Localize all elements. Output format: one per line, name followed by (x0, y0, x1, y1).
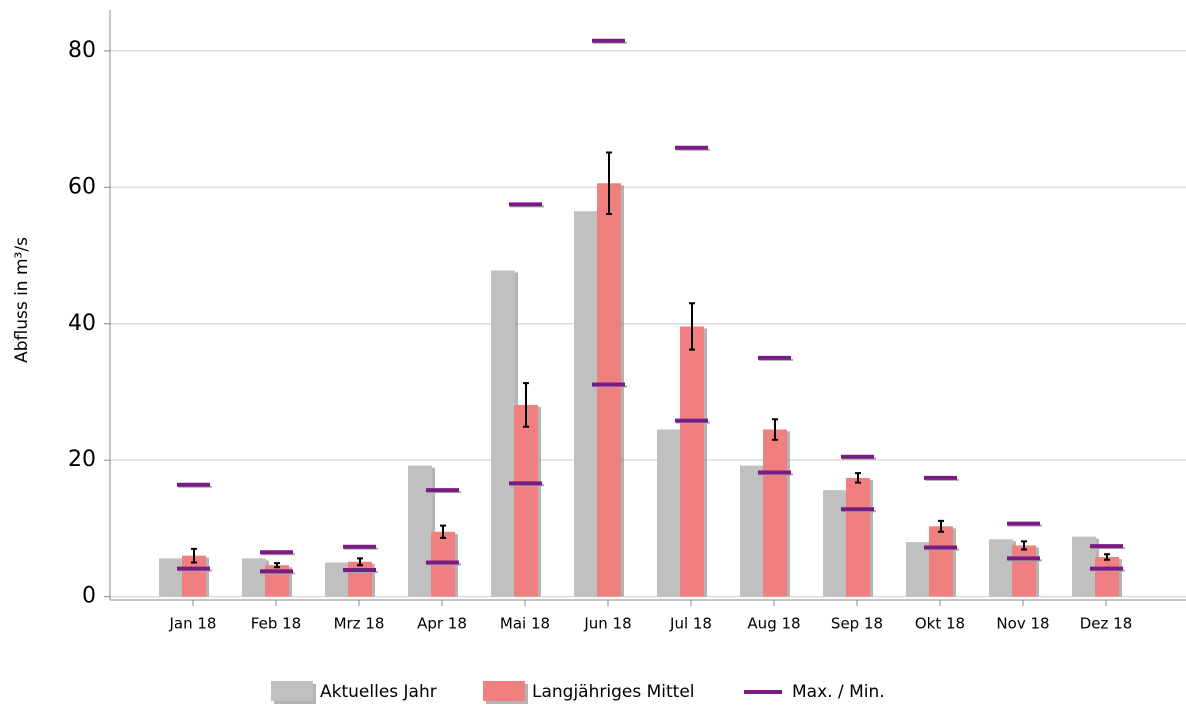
x-tick-label: Okt 18 (915, 615, 965, 633)
error-bar (606, 151, 612, 215)
bar (680, 326, 704, 597)
legend-label: Max. / Min. (792, 682, 885, 702)
error-bar (523, 382, 529, 428)
x-tick-label: Jan 18 (169, 615, 217, 633)
error-bar (938, 519, 944, 533)
bar (491, 270, 515, 597)
error-bar (855, 472, 861, 484)
x-tick-label: Feb 18 (251, 615, 301, 633)
bar (906, 542, 930, 597)
y-tick-label: 20 (68, 447, 96, 472)
bar (1012, 545, 1036, 597)
bar (763, 429, 787, 597)
y-tick-label: 40 (68, 311, 96, 336)
bar (989, 539, 1013, 597)
y-tick-label: 80 (68, 38, 96, 63)
bar (325, 562, 349, 597)
bar (929, 526, 953, 597)
y-tick-label: 60 (68, 174, 96, 199)
x-tick-label: Sep 18 (831, 615, 883, 633)
y-axis-label: Abfluss in m³/s (12, 237, 32, 363)
x-tick-label: Mai 18 (500, 615, 550, 633)
bar (846, 477, 870, 597)
bar (574, 211, 598, 597)
x-tick-label: Nov 18 (996, 615, 1049, 633)
bar (242, 558, 266, 597)
x-tick-label: Jul 18 (669, 615, 712, 633)
legend-swatch (483, 681, 525, 701)
bar (823, 490, 847, 597)
error-bar (357, 557, 363, 567)
bar (514, 404, 538, 597)
error-bar (440, 524, 446, 539)
error-bar (191, 547, 197, 564)
legend-label: Aktuelles Jahr (320, 682, 437, 702)
y-tick-label: 0 (82, 584, 96, 609)
legend-swatch (271, 681, 313, 701)
x-tick-label: Dez 18 (1080, 615, 1133, 633)
x-tick-label: Mrz 18 (334, 615, 385, 633)
error-bar (1021, 540, 1027, 551)
error-bar (772, 418, 778, 441)
legend-label: Langjähriges Mittel (532, 682, 695, 702)
error-bar (274, 562, 280, 569)
bar (348, 561, 372, 597)
bar (408, 465, 432, 597)
error-bar (1104, 553, 1110, 561)
bar (597, 183, 621, 597)
x-tick-label: Apr 18 (417, 615, 467, 633)
bar (1095, 557, 1119, 597)
bar (740, 465, 764, 597)
bar (657, 429, 681, 597)
error-bar (689, 302, 695, 351)
x-tick-label: Aug 18 (747, 615, 800, 633)
bar (159, 558, 183, 597)
x-tick-label: Jun 18 (583, 615, 631, 633)
